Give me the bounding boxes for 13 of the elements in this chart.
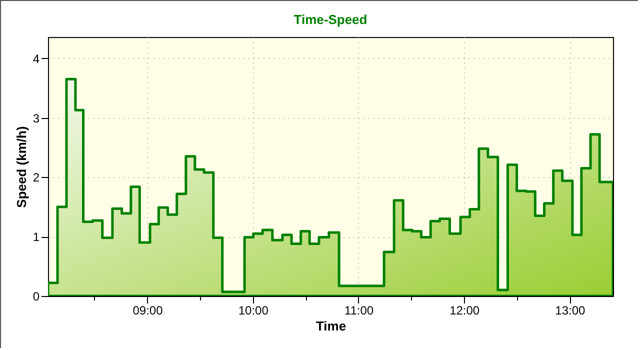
y-tick-label: 4 <box>32 52 40 66</box>
x-tick-label: 11:00 <box>344 304 374 318</box>
y-tick-label: 1 <box>32 230 40 244</box>
y-axis-title: Speed (km/h) <box>14 126 29 208</box>
x-tick-label: 09:00 <box>132 304 164 318</box>
chart-title: Time-Speed <box>294 12 368 27</box>
x-axis-title: Time <box>316 318 346 334</box>
x-tick-label: 12:00 <box>450 304 480 318</box>
y-tick-label: 0 <box>32 290 40 304</box>
x-tick-label: 10:00 <box>238 304 269 318</box>
y-tick-label: 3 <box>32 111 40 126</box>
y-tick-label: 2 <box>32 170 40 185</box>
x-tick-label: 13:00 <box>555 304 586 318</box>
